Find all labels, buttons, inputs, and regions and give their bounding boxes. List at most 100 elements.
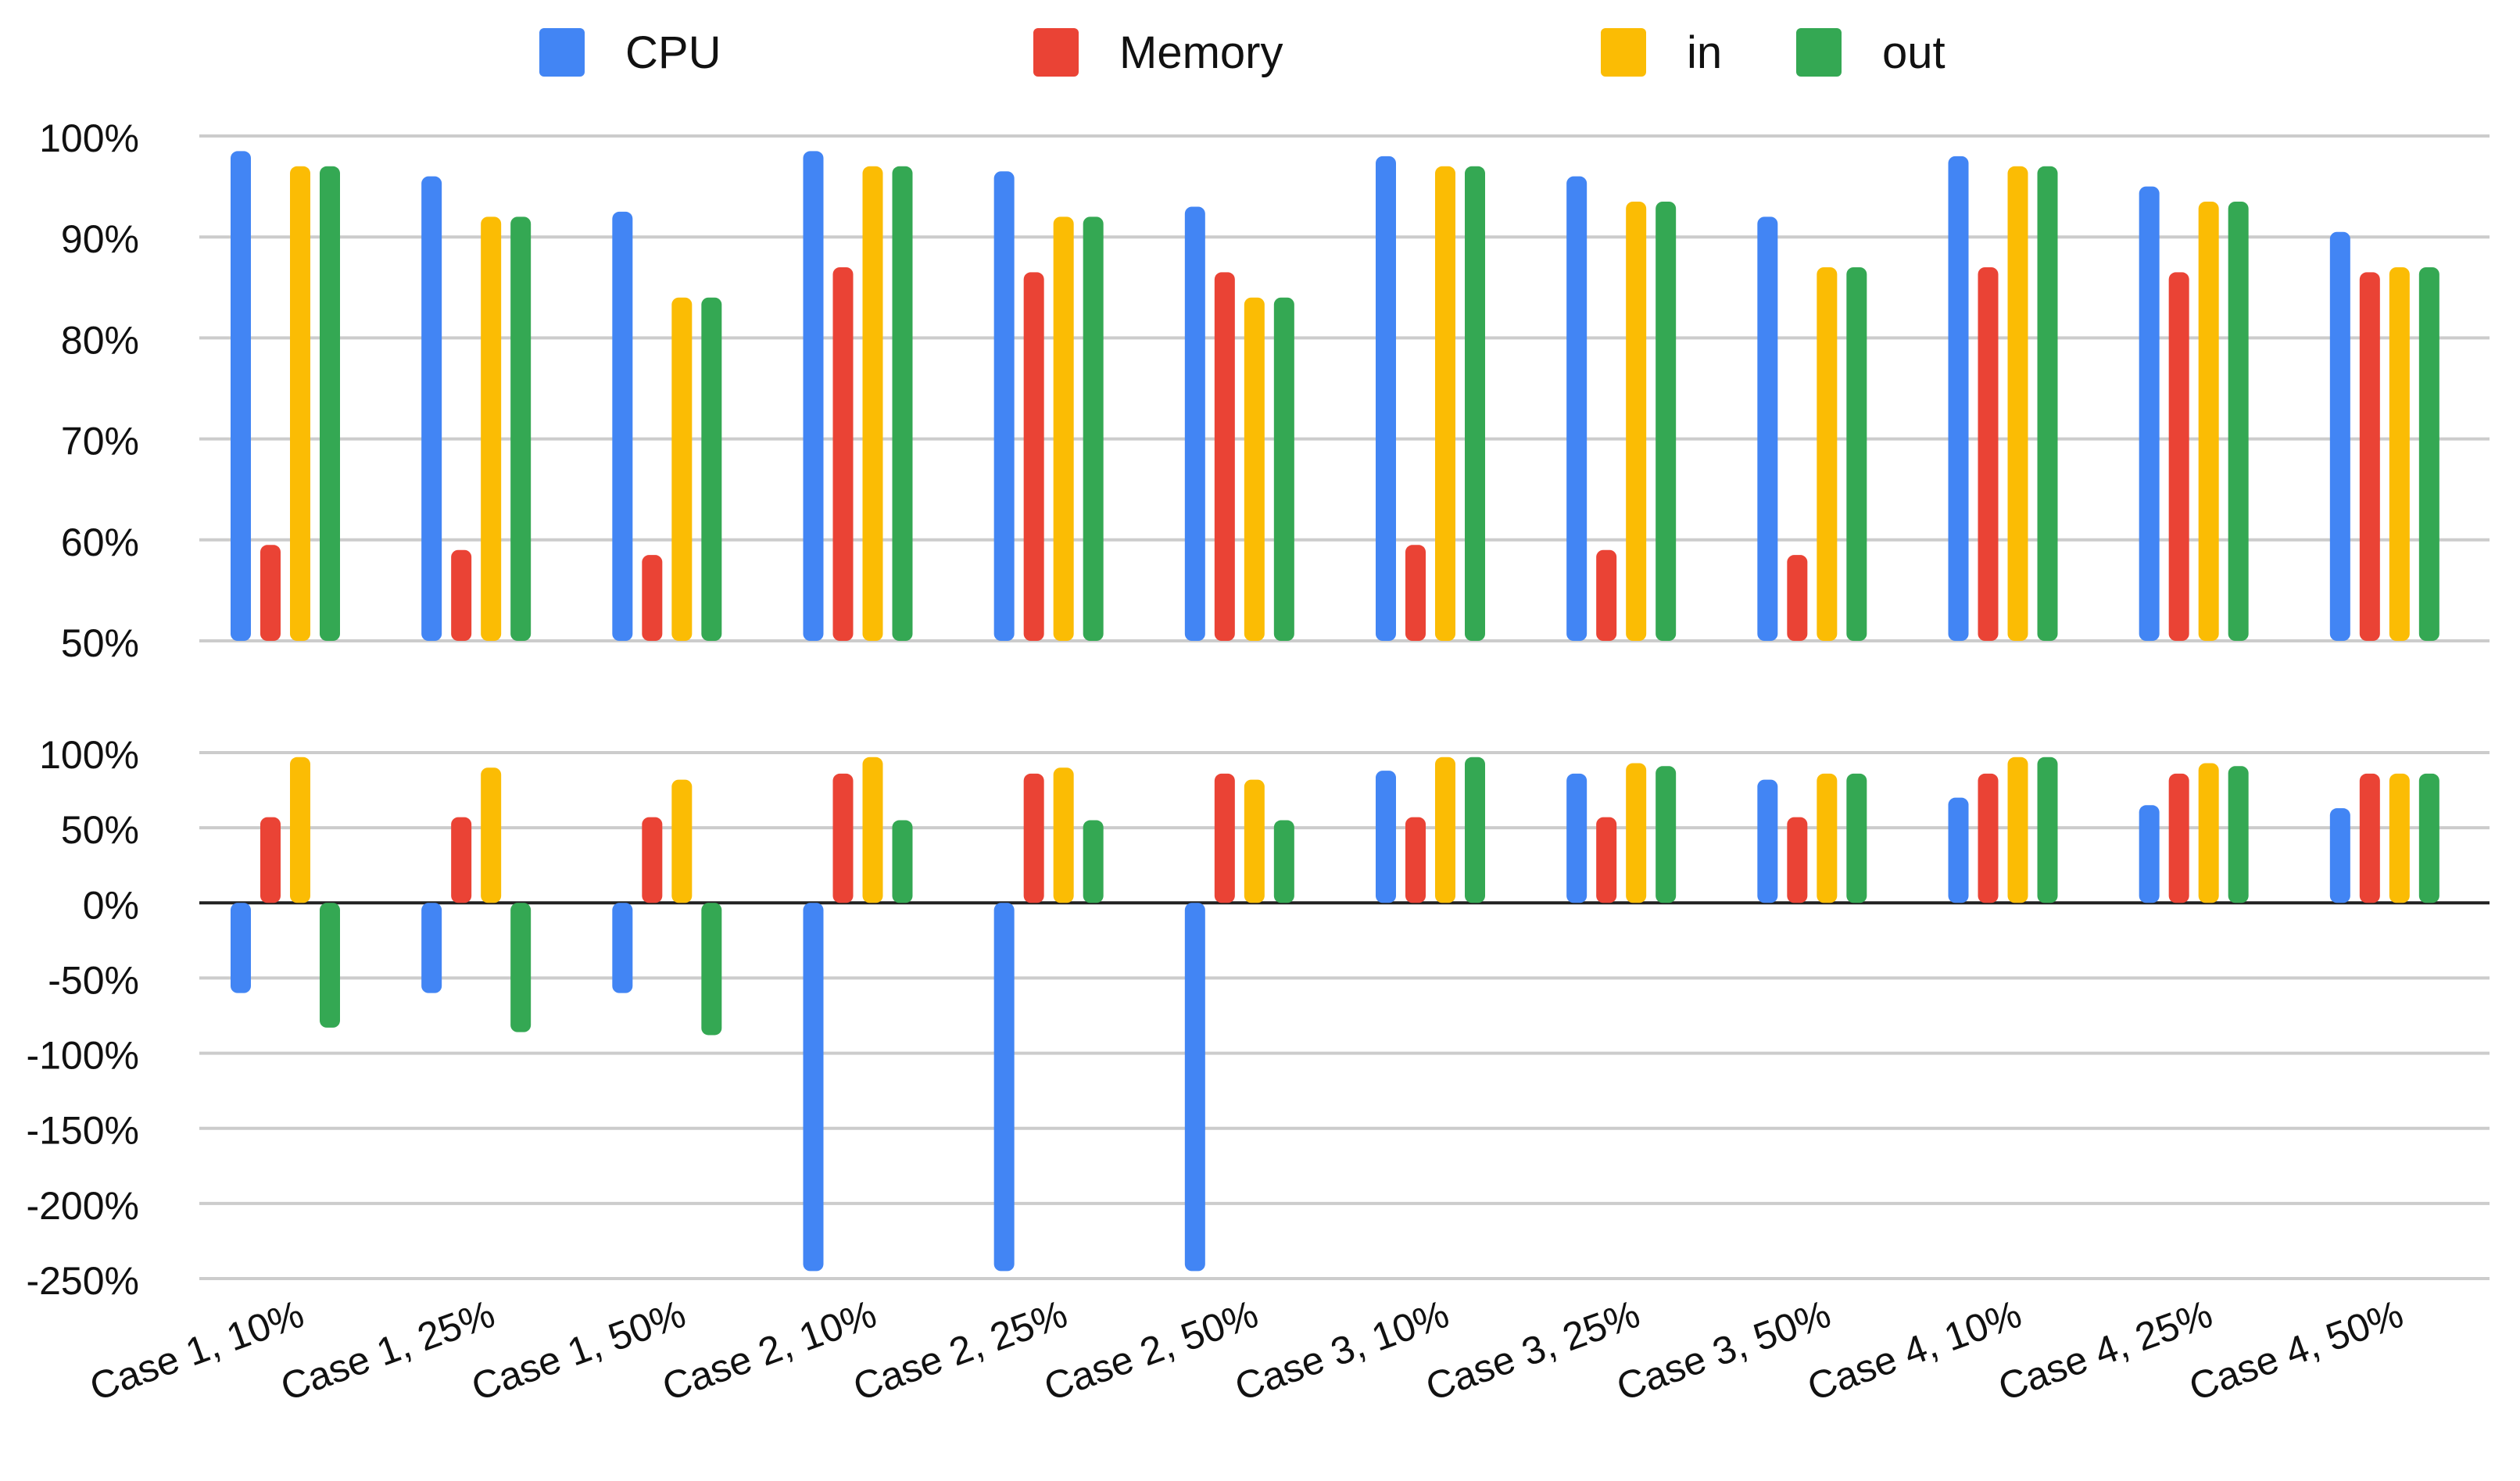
bottom-bar-out [1846, 773, 1867, 903]
legend-swatch-cpu [539, 28, 585, 77]
top-bar-cpu [1757, 216, 1778, 641]
bottom-bar-cpu [1948, 797, 1969, 903]
top-y-tick-label: 90% [61, 217, 139, 261]
bottom-bar-memory [451, 817, 472, 903]
top-bar-cpu [1566, 176, 1588, 641]
top-bar-out [1083, 216, 1104, 641]
x-tick-label: Case 4, 10% [1802, 1292, 2027, 1410]
top-bar-cpu [421, 176, 442, 641]
bottom-bar-memory [1405, 817, 1426, 903]
legend-label-in: in [1687, 27, 1722, 78]
top-bar-in [1626, 201, 1647, 642]
bottom-y-tick-label: -150% [26, 1109, 139, 1153]
top-bar-memory [1023, 272, 1044, 641]
x-tick-label: Case 3, 50% [1611, 1292, 1836, 1410]
top-bar-cpu [1376, 156, 1396, 642]
top-bar-in [862, 166, 883, 641]
top-bar-memory [1596, 549, 1617, 641]
legend-label-memory: Memory [1119, 27, 1283, 78]
legend-swatch-in [1601, 28, 1646, 77]
top-bar-out [1465, 166, 1485, 641]
bottom-bar-out [510, 903, 532, 1032]
x-tick-label: Case 4, 25% [1992, 1292, 2218, 1410]
x-tick-label: Case 1, 50% [466, 1292, 691, 1410]
bottom-bar-out [2037, 757, 2058, 903]
bottom-bar-cpu [1566, 773, 1588, 903]
legend-swatch-out [1796, 28, 1842, 77]
top-bar-in [2198, 201, 2219, 642]
bottom-bar-memory [1978, 773, 1999, 903]
top-bar-in [1053, 216, 1074, 641]
bottom-bar-in [1053, 767, 1074, 903]
top-bar-memory [1214, 272, 1235, 641]
bottom-y-tick-label: 100% [39, 733, 139, 777]
top-bar-in [1244, 297, 1265, 641]
top-bar-cpu [2329, 231, 2350, 641]
bottom-bar-out [892, 820, 913, 903]
top-bar-cpu [2139, 186, 2160, 642]
x-tick-label: Case 4, 50% [2184, 1292, 2409, 1410]
bottom-bar-memory [832, 773, 854, 903]
x-tick-label: Case 3, 10% [1230, 1292, 1455, 1410]
top-bar-out [510, 216, 532, 641]
top-y-tick-label: 50% [61, 621, 139, 665]
top-bar-out [1656, 201, 1677, 642]
x-tick-label: Case 2, 50% [1039, 1292, 1264, 1410]
x-tick-label: Case 1, 10% [84, 1292, 310, 1410]
bottom-bar-cpu [231, 903, 251, 993]
bottom-bar-cpu [803, 903, 824, 1272]
bottom-bar-memory [1596, 817, 1617, 903]
top-bar-memory [2168, 272, 2189, 641]
top-bar-out [701, 297, 722, 641]
bottom-bar-cpu [2139, 805, 2160, 903]
bottom-bar-in [1626, 763, 1647, 903]
bottom-bar-out [1656, 766, 1677, 903]
legend-label-cpu: CPU [625, 27, 721, 78]
top-bar-in [1817, 267, 1838, 641]
top-bar-memory [832, 267, 854, 641]
top-bar-memory [2359, 272, 2380, 641]
bottom-bar-cpu [1757, 779, 1778, 903]
top-bar-cpu [993, 171, 1015, 642]
x-axis-labels: Case 1, 10%Case 1, 25%Case 1, 50%Case 2,… [84, 1292, 2409, 1410]
top-bar-out [2228, 201, 2249, 642]
bottom-y-tick-label: -100% [26, 1034, 139, 1078]
top-y-tick-label: 80% [61, 318, 139, 362]
top-bar-memory [642, 555, 663, 641]
bottom-y-tick-label: -250% [26, 1259, 139, 1303]
bottom-bar-memory [1787, 817, 1808, 903]
bottom-bar-in [290, 757, 310, 903]
top-bar-in [1435, 166, 1455, 641]
bottom-bar-memory [2359, 773, 2380, 903]
bottom-bar-out [320, 903, 340, 1028]
top-bar-memory [1405, 545, 1426, 641]
x-tick-label: Case 2, 10% [657, 1292, 882, 1410]
x-tick-label: Case 1, 25% [275, 1292, 500, 1410]
bottom-bar-cpu [2329, 808, 2350, 903]
bottom-bar-out [1083, 820, 1104, 903]
bottom-bar-cpu [612, 903, 633, 993]
top-bar-in [290, 166, 310, 641]
bottom-bar-out [701, 903, 722, 1036]
top-bar-memory [451, 549, 472, 641]
bottom-bar-in [862, 757, 883, 903]
top-bar-memory [260, 545, 281, 641]
top-bar-out [1846, 267, 1867, 641]
top-bar-in [671, 297, 693, 641]
x-tick-label: Case 2, 25% [847, 1292, 1072, 1410]
bottom-bar-in [2389, 773, 2410, 903]
legend: CPU Memory in out [539, 27, 1945, 78]
bottom-bar-in [2198, 763, 2219, 903]
top-bar-cpu [1184, 206, 1205, 641]
bottom-bar-out [1273, 820, 1294, 903]
bottom-bar-in [1435, 757, 1455, 903]
top-bar-out [2037, 166, 2058, 641]
top-y-tick-label: 60% [61, 520, 139, 564]
top-bar-cpu [612, 211, 633, 641]
top-bar-cpu [231, 151, 251, 641]
top-bar-cpu [803, 151, 824, 641]
bottom-y-tick-label: -200% [26, 1184, 139, 1228]
bottom-bar-cpu [1184, 903, 1205, 1272]
bottom-bar-in [1817, 773, 1838, 903]
